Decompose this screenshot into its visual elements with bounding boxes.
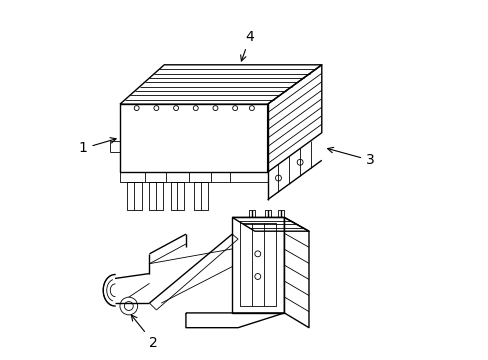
Text: 1: 1 (79, 138, 116, 156)
Text: 4: 4 (240, 30, 254, 61)
Text: 2: 2 (131, 315, 158, 350)
Text: 3: 3 (327, 147, 374, 167)
